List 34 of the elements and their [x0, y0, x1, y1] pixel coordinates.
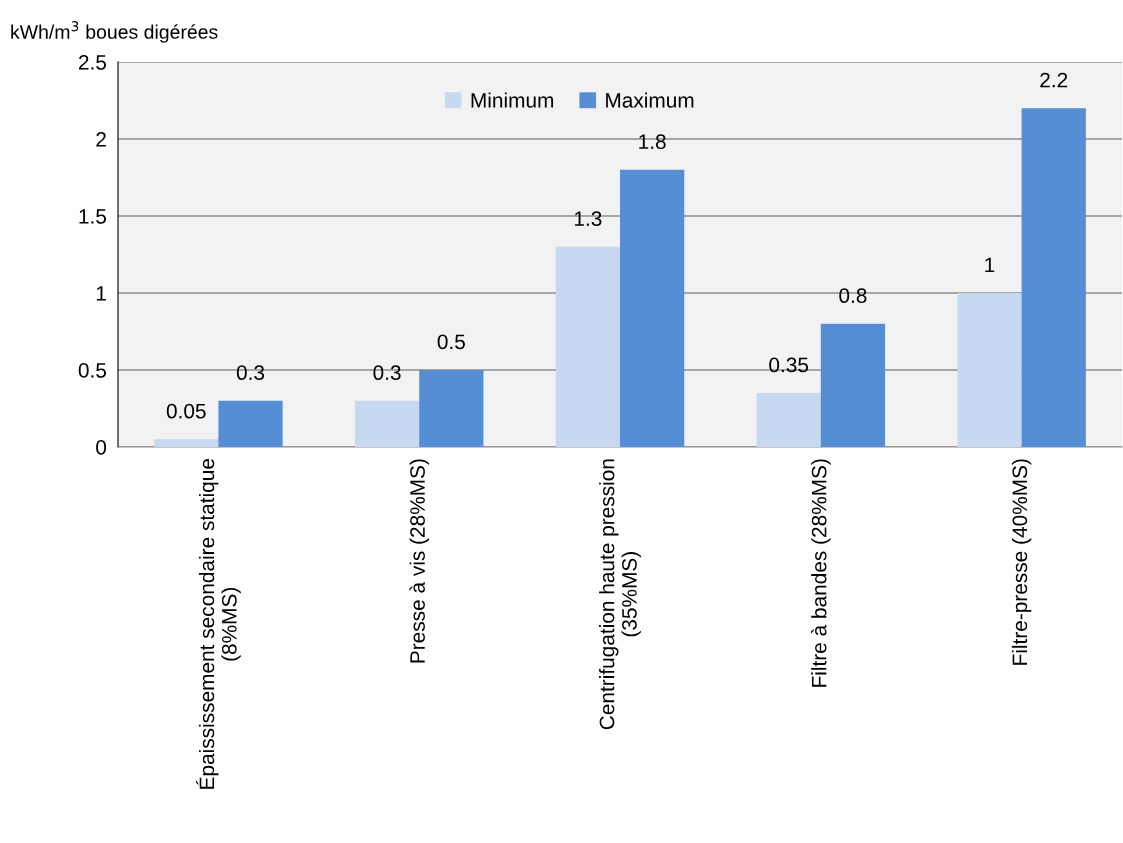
y-tick-label: 0: [96, 440, 107, 455]
y-axis-title: kWh/m$^{3}$ boues digérées: [11, 21, 218, 43]
bar: [354, 400, 420, 447]
data-label: 0.5: [437, 334, 465, 350]
data-label: 1: [985, 257, 995, 273]
bar: [154, 439, 219, 447]
y-tick-label: 1: [96, 286, 106, 301]
data-label: 0.8: [839, 288, 867, 304]
bar: [820, 323, 886, 447]
y-tick-label: 2.5: [78, 55, 107, 70]
data-label: 0.3: [236, 365, 265, 381]
x-tick-label: Épaississement secondaire statique (8%MS): [195, 459, 241, 789]
x-tick-label: Presse à vis (28%MS): [409, 459, 430, 663]
bar: [756, 393, 821, 447]
y-tick-label: 2: [96, 132, 106, 147]
bar: [555, 246, 620, 447]
data-label: 0.35: [769, 357, 809, 373]
bar: [218, 400, 283, 447]
bar: [957, 293, 1022, 447]
data-label: 1.3: [574, 211, 602, 227]
x-tick-label: Filtre à bandes (28%MS): [810, 459, 831, 687]
legend-label: Maximum: [606, 92, 694, 108]
y-tick-label: 1.5: [79, 209, 107, 224]
x-tick-label: Centrifugation haute pression (35%MS): [599, 459, 641, 730]
data-label: 2.2: [1040, 72, 1068, 88]
bar: [620, 169, 685, 447]
x-tick-label: Filtre-presse (40%MS): [1011, 459, 1032, 665]
data-label: 0.05: [166, 403, 206, 419]
data-label: 0.3: [373, 365, 401, 381]
bar: [1021, 108, 1086, 447]
y-tick-label: 0.5: [78, 363, 107, 378]
bar: [419, 370, 484, 447]
data-label: 1.8: [639, 134, 666, 150]
legend-label: Minimum: [471, 92, 554, 108]
